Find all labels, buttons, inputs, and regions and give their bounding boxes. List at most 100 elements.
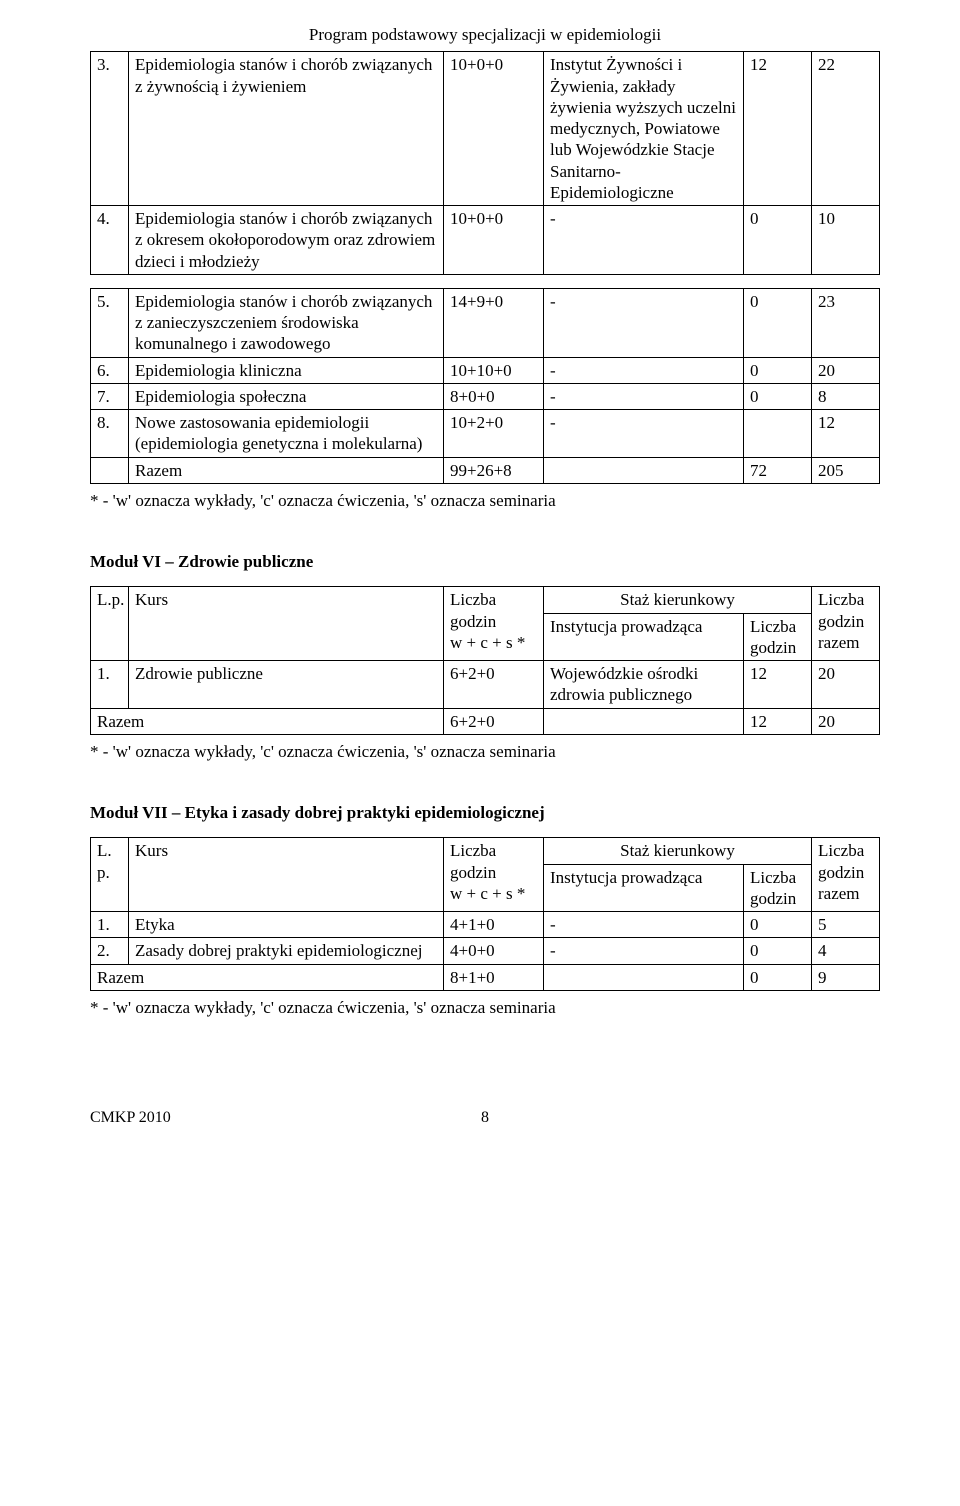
section-title-mod6: Moduł VI – Zdrowie publiczne — [90, 551, 880, 572]
cell: 8 — [812, 383, 880, 409]
table-row: 1.Zdrowie publiczne6+2+0Wojewódzkie ośro… — [91, 661, 880, 709]
razem-row: Razem99+26+872205 — [91, 457, 880, 483]
cell — [544, 457, 744, 483]
cell: 12 — [743, 708, 811, 734]
hdr-lg: Liczbagodzin — [743, 613, 811, 661]
cell: 20 — [812, 661, 880, 709]
hdr-razem: Liczbagodzinrazem — [812, 838, 880, 912]
cell: 0 — [744, 383, 812, 409]
spacer-row — [91, 274, 880, 288]
page-header: Program podstawowy specjalizacji w epide… — [90, 24, 880, 45]
cell: 0 — [744, 357, 812, 383]
cell: 12 — [812, 410, 880, 458]
cell: Epidemiologia społeczna — [129, 383, 444, 409]
cell: 0 — [744, 288, 812, 357]
hdr-wcs: Liczbagodzinw + c + s * — [443, 587, 543, 661]
hdr-staz: Staż kierunkowy — [543, 838, 811, 864]
cell: - — [543, 938, 743, 964]
cell: 10+2+0 — [444, 410, 544, 458]
spacer — [91, 274, 880, 288]
table-row: 8.Nowe zastosowania epidemiologii (epide… — [91, 410, 880, 458]
cell: Instytut Żywności i Żywienia, zakłady ży… — [544, 52, 744, 206]
cell: Razem — [129, 457, 444, 483]
cell: 10+0+0 — [444, 52, 544, 206]
hdr-inst: Instytucja prowadząca — [543, 613, 743, 661]
header-row: L. p.KursLiczbagodzinw + c + s *Staż kie… — [91, 838, 880, 864]
table-row: 2.Zasady dobrej praktyki epidemiologiczn… — [91, 938, 880, 964]
cell: 8. — [91, 410, 129, 458]
cell — [543, 708, 743, 734]
cell: - — [544, 206, 744, 275]
cell: Epidemiologia stanów i chorób związanych… — [129, 206, 444, 275]
table-row: 6.Epidemiologia kliniczna10+10+0-020 — [91, 357, 880, 383]
hdr-kurs: Kurs — [129, 838, 444, 912]
cell: 0 — [743, 912, 811, 938]
cell: 72 — [744, 457, 812, 483]
cell: Razem — [91, 708, 444, 734]
cell: Epidemiologia stanów i chorób związanych… — [129, 288, 444, 357]
hdr-razem: Liczbagodzinrazem — [812, 587, 880, 661]
cell: 9 — [812, 964, 880, 990]
cell: Epidemiologia stanów i chorób związanych… — [129, 52, 444, 206]
cell: Epidemiologia kliniczna — [129, 357, 444, 383]
cell: 0 — [743, 964, 811, 990]
hdr-lp: L.p. — [91, 587, 129, 661]
hdr-lp: L. p. — [91, 838, 129, 912]
footer-left: CMKP 2010 — [90, 1108, 171, 1128]
cell: 6+2+0 — [443, 661, 543, 709]
cell: 99+26+8 — [444, 457, 544, 483]
cell: 10+10+0 — [444, 357, 544, 383]
cell: 0 — [743, 938, 811, 964]
cell: 4 — [812, 938, 880, 964]
section-title-mod7: Moduł VII – Etyka i zasady dobrej prakty… — [90, 802, 880, 823]
table-module5-cont: 3.Epidemiologia stanów i chorób związany… — [90, 51, 880, 484]
footnote-1: * - 'w' oznacza wykłady, 'c' oznacza ćwi… — [90, 490, 880, 511]
cell: 2. — [91, 938, 129, 964]
cell: 12 — [744, 52, 812, 206]
cell: - — [543, 912, 743, 938]
table-row: 5.Epidemiologia stanów i chorób związany… — [91, 288, 880, 357]
cell: Nowe zastosowania epidemiologii (epidemi… — [129, 410, 444, 458]
cell: - — [544, 383, 744, 409]
cell: 10+0+0 — [444, 206, 544, 275]
cell: 8+1+0 — [443, 964, 543, 990]
hdr-kurs: Kurs — [129, 587, 444, 661]
cell: 6+2+0 — [443, 708, 543, 734]
hdr-lg: Liczbagodzin — [743, 864, 811, 912]
cell: 1. — [91, 912, 129, 938]
cell: Razem — [91, 964, 444, 990]
cell: 0 — [744, 206, 812, 275]
cell: 23 — [812, 288, 880, 357]
cell: Etyka — [129, 912, 444, 938]
footnote-3: * - 'w' oznacza wykłady, 'c' oznacza ćwi… — [90, 997, 880, 1018]
table-mod6: L.p.KursLiczbagodzinw + c + s *Staż kier… — [90, 586, 880, 735]
cell: - — [544, 288, 744, 357]
cell — [543, 964, 743, 990]
cell: 20 — [812, 357, 880, 383]
cell: 7. — [91, 383, 129, 409]
cell: 20 — [812, 708, 880, 734]
page-footer: CMKP 2010 8 CMKP 2010 — [90, 1108, 880, 1128]
cell: - — [544, 410, 744, 458]
cell: 5. — [91, 288, 129, 357]
hdr-staz: Staż kierunkowy — [543, 587, 811, 613]
cell: 12 — [743, 661, 811, 709]
cell — [91, 457, 129, 483]
header-row: L.p.KursLiczbagodzinw + c + s *Staż kier… — [91, 587, 880, 613]
cell: Zdrowie publiczne — [129, 661, 444, 709]
cell: 3. — [91, 52, 129, 206]
table-mod7: L. p.KursLiczbagodzinw + c + s *Staż kie… — [90, 837, 880, 991]
cell — [744, 410, 812, 458]
table-row: 3.Epidemiologia stanów i chorób związany… — [91, 52, 880, 206]
cell: Wojewódzkie ośrodki zdrowia publicznego — [543, 661, 743, 709]
cell: 8+0+0 — [444, 383, 544, 409]
table-row: 7.Epidemiologia społeczna8+0+0-08 — [91, 383, 880, 409]
table-row: 1.Etyka4+1+0-05 — [91, 912, 880, 938]
cell: 4+0+0 — [443, 938, 543, 964]
cell: 4+1+0 — [443, 912, 543, 938]
razem-row: Razem8+1+0 09 — [91, 964, 880, 990]
cell: 14+9+0 — [444, 288, 544, 357]
hdr-inst: Instytucja prowadząca — [543, 864, 743, 912]
table-row: 4.Epidemiologia stanów i chorób związany… — [91, 206, 880, 275]
cell: 6. — [91, 357, 129, 383]
